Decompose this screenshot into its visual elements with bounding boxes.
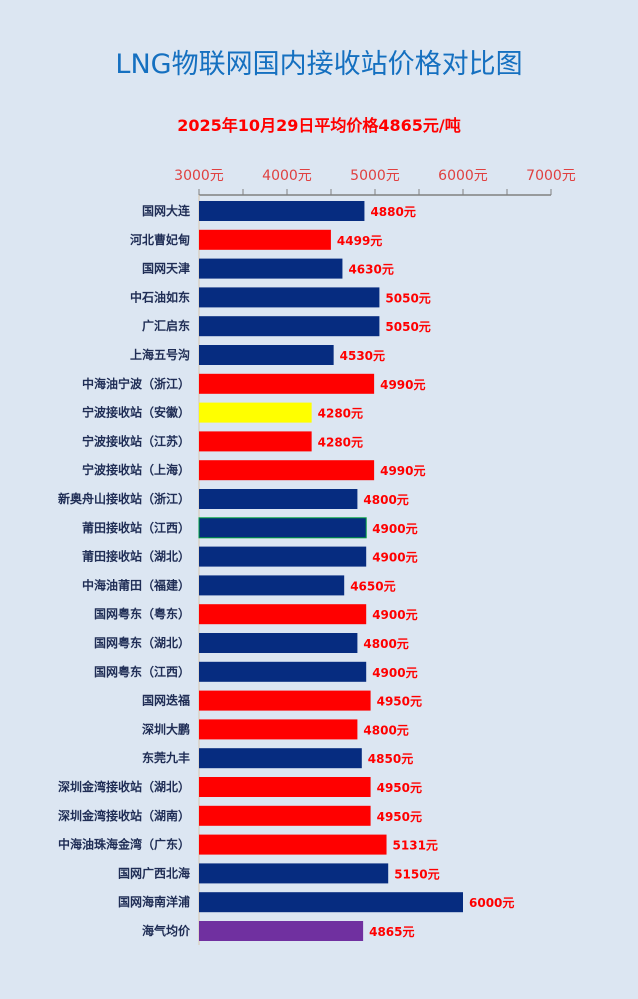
category-label: 国网海南洋浦 xyxy=(118,894,190,909)
data-label: 4950元 xyxy=(377,810,422,824)
data-label: 5150元 xyxy=(394,867,439,881)
bar xyxy=(199,460,375,481)
bar xyxy=(199,201,365,221)
chart-title: LNG物联网国内接收站价格对比图 xyxy=(115,49,523,80)
x-tick-label: 7000元 xyxy=(526,168,576,184)
category-label: 中海油珠海金湾（广东） xyxy=(58,837,190,852)
category-label: 上海五号沟 xyxy=(130,347,190,362)
data-label: 4630元 xyxy=(348,263,393,277)
category-label: 深圳金湾接收站（湖北） xyxy=(58,779,190,794)
data-label: 4850元 xyxy=(368,752,413,766)
data-label: 4280元 xyxy=(318,407,363,421)
bar xyxy=(199,287,380,308)
data-label: 4530元 xyxy=(340,349,385,363)
bar xyxy=(199,748,362,769)
data-label: 4280元 xyxy=(318,435,363,449)
category-label: 深圳金湾接收站（湖南） xyxy=(58,808,190,823)
category-label: 中石油如东 xyxy=(130,289,190,304)
data-label: 4865元 xyxy=(369,925,414,939)
bar xyxy=(199,546,367,567)
bar xyxy=(199,431,312,452)
category-label: 东莞九丰 xyxy=(142,750,190,765)
bar xyxy=(199,719,358,740)
category-label: 莆田接收站（江西） xyxy=(82,520,190,535)
bar xyxy=(199,834,387,855)
category-label: 国网天津 xyxy=(142,261,190,276)
data-label: 5131元 xyxy=(393,839,438,853)
data-label: 5050元 xyxy=(385,320,430,334)
bar xyxy=(199,604,367,625)
category-label: 国网广西北海 xyxy=(118,865,190,880)
data-label: 6000元 xyxy=(469,896,514,910)
category-label: 宁波接收站（上海） xyxy=(82,462,190,477)
bar xyxy=(199,690,371,711)
data-label: 4650元 xyxy=(350,579,395,593)
data-label: 4800元 xyxy=(363,637,408,651)
x-tick-label: 3000元 xyxy=(174,168,224,184)
category-label: 中海油宁波（浙江） xyxy=(82,376,190,391)
x-tick-label: 5000元 xyxy=(350,168,400,184)
category-label: 中海油莆田（福建） xyxy=(82,577,190,592)
bar xyxy=(199,892,463,913)
category-label: 海气均价 xyxy=(142,923,191,938)
bar xyxy=(199,921,364,941)
chart-subtitle: 2025年10月29日平均价格4865元/吨 xyxy=(177,116,461,135)
data-label: 4800元 xyxy=(363,493,408,507)
bar xyxy=(199,229,331,250)
data-label: 4900元 xyxy=(372,666,417,680)
bar xyxy=(199,316,380,337)
category-label: 深圳大鹏 xyxy=(142,721,190,736)
x-tick-label: 6000元 xyxy=(438,168,488,184)
bar xyxy=(199,258,343,279)
data-label: 4990元 xyxy=(380,378,425,392)
bar xyxy=(198,517,367,539)
bar xyxy=(199,805,371,826)
data-label: 4950元 xyxy=(377,781,422,795)
category-label: 河北曹妃甸 xyxy=(129,232,190,247)
data-label: 4950元 xyxy=(377,695,422,709)
data-label: 4900元 xyxy=(372,551,417,565)
category-label: 宁波接收站（安徽） xyxy=(82,405,190,420)
category-label: 国网粤东（江西） xyxy=(94,664,190,679)
bar xyxy=(199,661,367,682)
category-label: 新奥舟山接收站（浙江） xyxy=(58,491,190,506)
data-label: 4900元 xyxy=(372,522,417,536)
bar xyxy=(199,863,389,884)
data-label: 4880元 xyxy=(370,205,415,219)
category-label: 国网迭福 xyxy=(142,693,190,708)
data-label: 4900元 xyxy=(372,608,417,622)
bar xyxy=(199,402,312,423)
bar xyxy=(199,373,375,394)
bar xyxy=(199,575,345,596)
category-label: 国网粤东（湖北） xyxy=(94,635,190,650)
bar xyxy=(199,777,371,797)
category-label: 莆田接收站（湖北） xyxy=(82,549,190,564)
bar xyxy=(199,489,358,509)
bar xyxy=(199,633,358,653)
data-label: 4800元 xyxy=(363,723,408,737)
data-label: 4990元 xyxy=(380,464,425,478)
category-label: 宁波接收站（江苏） xyxy=(82,433,190,448)
data-label: 5050元 xyxy=(385,291,430,305)
category-label: 国网大连 xyxy=(142,203,191,218)
category-label: 国网粤东（粤东） xyxy=(94,606,190,621)
data-label: 4499元 xyxy=(337,234,382,248)
x-tick-label: 4000元 xyxy=(262,168,312,184)
category-label: 广汇启东 xyxy=(142,318,190,333)
bar xyxy=(199,345,334,365)
